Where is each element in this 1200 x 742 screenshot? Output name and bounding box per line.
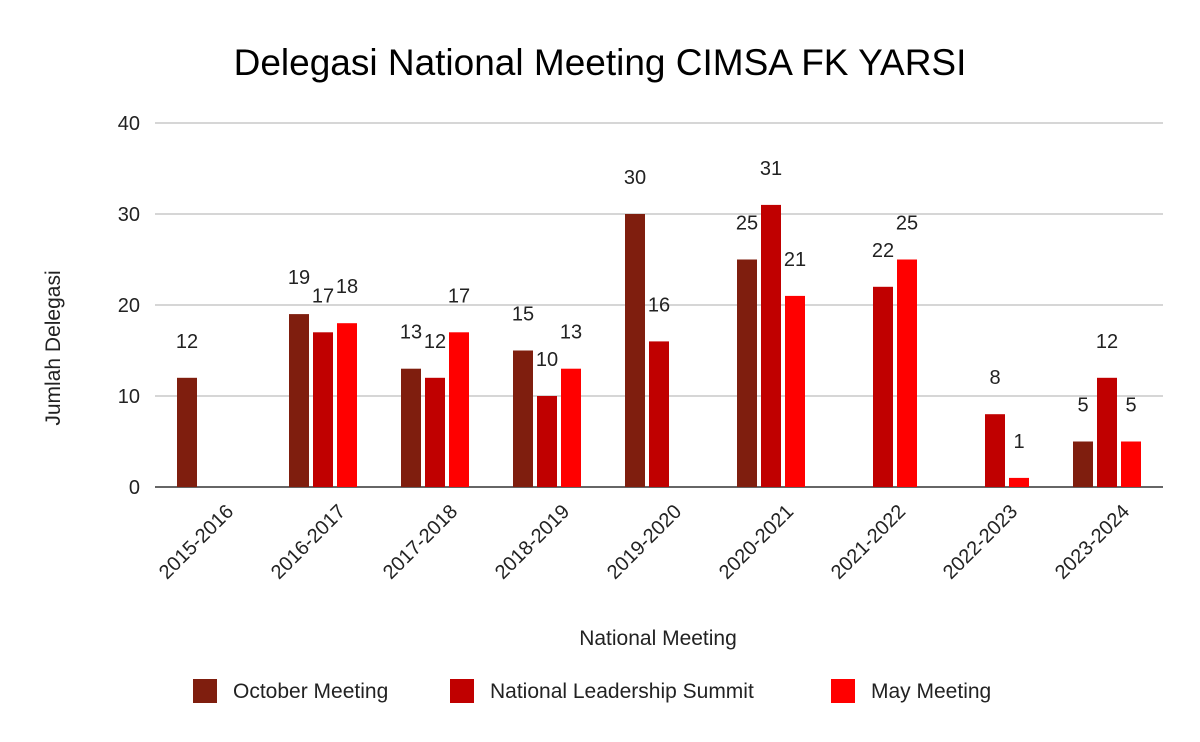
- data-label: 5: [1077, 395, 1088, 417]
- data-label: 22: [872, 240, 894, 262]
- data-label: 12: [176, 331, 198, 353]
- x-tick-label: 2021-2022: [827, 501, 910, 584]
- x-tick-label: 2016-2017: [267, 501, 350, 584]
- bar-may-meeting: [337, 323, 357, 487]
- data-label: 16: [648, 294, 670, 316]
- data-label: 19: [288, 267, 310, 289]
- x-tick-label: 2020-2021: [715, 501, 798, 584]
- bar-october-meeting: [289, 314, 309, 487]
- bar-national-leadership-summit: [537, 396, 557, 487]
- bar-national-leadership-summit: [1097, 377, 1117, 487]
- bar-national-leadership-summit: [649, 341, 669, 487]
- data-label: 1: [1013, 431, 1024, 453]
- data-label: 17: [448, 285, 470, 307]
- data-label: 31: [760, 158, 782, 180]
- bar-october-meeting: [1073, 441, 1093, 487]
- bar-national-leadership-summit: [761, 204, 781, 487]
- legend-label: National Leadership Summit: [490, 680, 754, 703]
- x-tick-label: 2022-2023: [939, 501, 1022, 584]
- x-axis-title: National Meeting: [579, 627, 737, 650]
- data-label: 25: [736, 213, 758, 235]
- y-axis-title: Jumlah Delegasi: [42, 270, 65, 425]
- data-label: 25: [896, 213, 918, 235]
- legend-label: October Meeting: [233, 680, 388, 703]
- data-label: 15: [512, 304, 534, 326]
- x-tick-label: 2018-2019: [491, 501, 574, 584]
- bar-national-leadership-summit: [425, 377, 445, 487]
- data-label: 18: [336, 276, 358, 298]
- legend-swatch: [831, 679, 855, 703]
- bar-may-meeting: [785, 295, 805, 487]
- y-tick-label: 0: [129, 477, 140, 499]
- bar-may-meeting: [1121, 441, 1141, 487]
- legend-label: May Meeting: [871, 680, 991, 703]
- x-tick-label: 2019-2020: [603, 501, 686, 584]
- bar-may-meeting: [1009, 477, 1029, 487]
- data-label: 5: [1125, 395, 1136, 417]
- y-axis-ticks: 0 10 20 30 40: [118, 113, 140, 499]
- x-axis-ticks: 2015-2016 2016-2017 2017-2018 2018-2019 2019…: [155, 501, 1134, 584]
- x-tick-label: 2017-2018: [379, 501, 462, 584]
- legend: October Meeting National Leadership Summi…: [193, 679, 991, 703]
- data-label: 13: [400, 322, 422, 344]
- data-label: 8: [989, 367, 1000, 389]
- data-label: 21: [784, 249, 806, 271]
- x-tick-label: 2023-2024: [1051, 501, 1134, 584]
- bar-national-leadership-summit: [313, 332, 333, 487]
- legend-swatch: [193, 679, 217, 703]
- bar-october-meeting: [513, 350, 533, 487]
- bar-october-meeting: [401, 368, 421, 487]
- bar-may-meeting: [449, 332, 469, 487]
- bar-national-leadership-summit: [873, 286, 893, 487]
- y-tick-label: 40: [118, 113, 140, 135]
- data-label: 13: [560, 322, 582, 344]
- x-tick-label: 2015-2016: [155, 501, 238, 584]
- bar-may-meeting: [897, 259, 917, 487]
- bar-national-leadership-summit: [985, 414, 1005, 487]
- bar-may-meeting: [561, 368, 581, 487]
- y-tick-label: 20: [118, 295, 140, 317]
- bar-october-meeting: [625, 214, 645, 487]
- y-tick-label: 10: [118, 386, 140, 408]
- data-label: 12: [424, 331, 446, 353]
- legend-swatch: [450, 679, 474, 703]
- bar-october-meeting: [177, 377, 197, 487]
- y-tick-label: 30: [118, 204, 140, 226]
- bars: [177, 204, 1141, 487]
- bar-october-meeting: [737, 259, 757, 487]
- data-label: 12: [1096, 331, 1118, 353]
- data-label: 30: [624, 167, 646, 189]
- data-label: 10: [536, 349, 558, 371]
- chart-title: Delegasi National Meeting CIMSA FK YARSI: [234, 42, 967, 83]
- data-label: 17: [312, 285, 334, 307]
